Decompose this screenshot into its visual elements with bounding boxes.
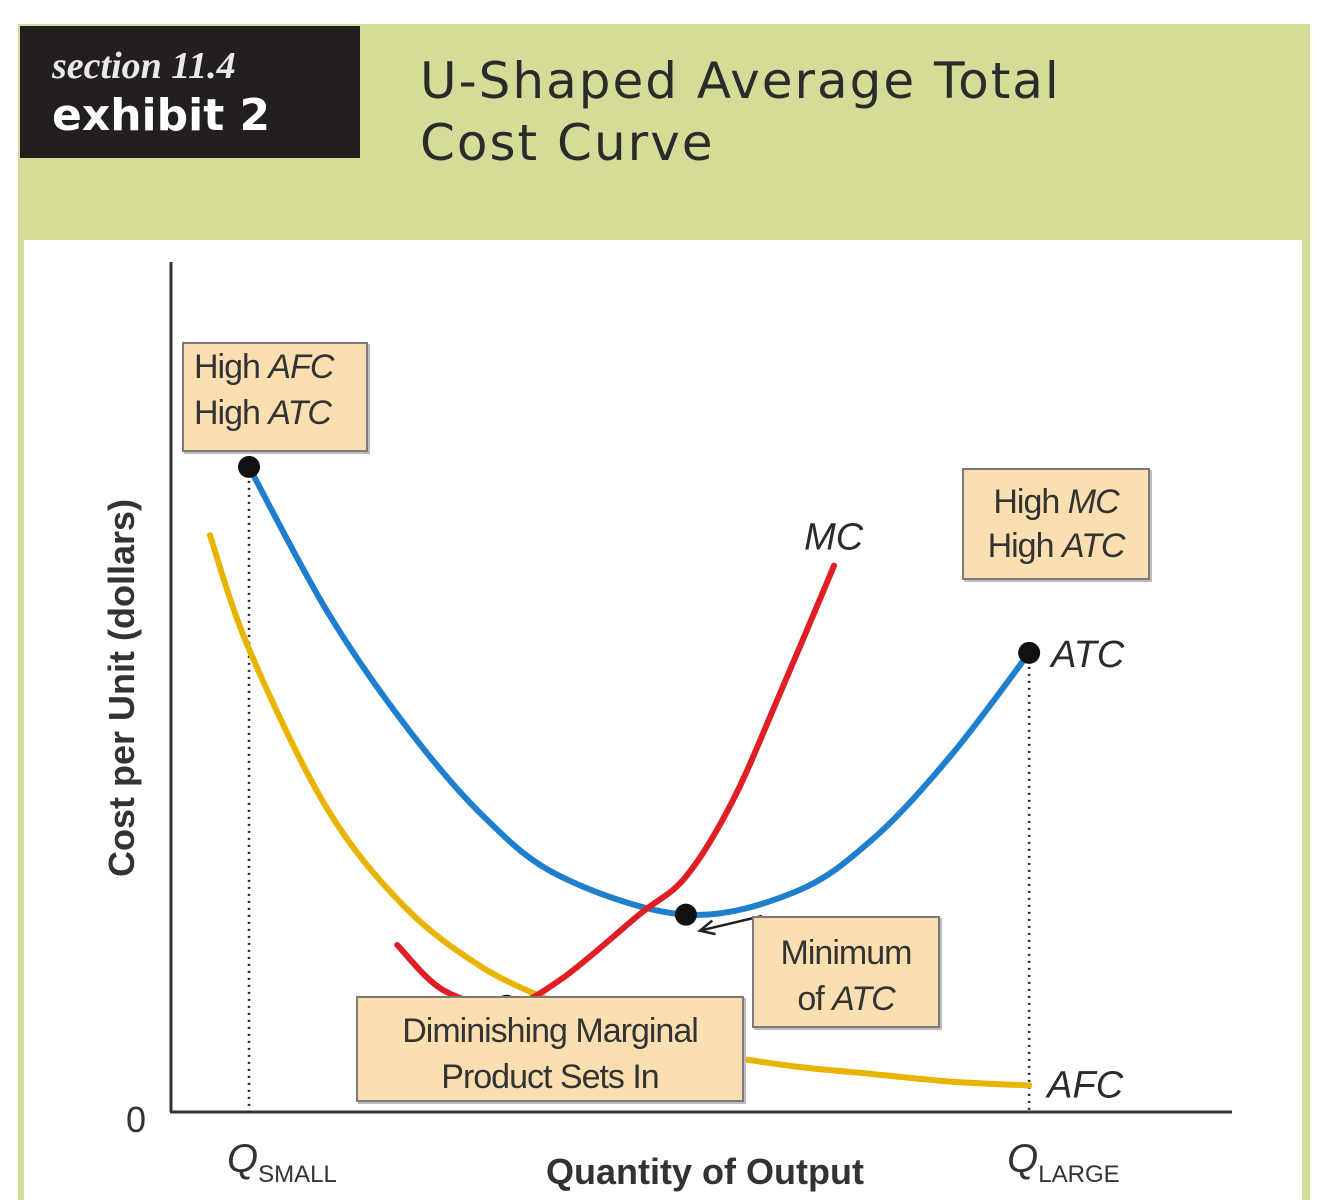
x-tick-label-large: QLARGE — [1007, 1137, 1120, 1188]
section-badge: section 11.4 exhibit 2 — [20, 26, 360, 158]
mc-label: MC — [804, 517, 864, 559]
minimum-of-atc-note: Minimum of ATC — [752, 916, 940, 1028]
x-tick-label-small: QSMALL — [227, 1137, 337, 1188]
note-term-mc: MC — [1067, 483, 1120, 521]
atc-label: ATC — [1049, 634, 1125, 676]
note-minimum: Minimum — [780, 934, 913, 972]
origin-label: 0 — [126, 1099, 146, 1140]
min-atc-arrow — [697, 914, 763, 936]
afc-label: AFC — [1045, 1064, 1124, 1106]
high-afc-point — [238, 455, 261, 478]
note-term-atc: ATC — [268, 394, 331, 432]
note-diminishing-line-1: Diminishing Marginal — [402, 1012, 699, 1050]
note-word: High — [194, 394, 261, 432]
note-term-afc: AFC — [268, 348, 334, 386]
note-term-atc: ATC — [1061, 527, 1125, 565]
high-afc-high-atc-note: High AFC High ATC — [182, 342, 368, 452]
atc-curve — [246, 463, 1033, 919]
note-diminishing-line-2: Product Sets In — [441, 1058, 659, 1096]
note-word: High — [993, 483, 1060, 521]
note-term-atc: ATC — [832, 980, 895, 1018]
note-word: High — [194, 348, 261, 386]
diminishing-marginal-product-note: Diminishing Marginal Product Sets In — [356, 996, 744, 1102]
high-mc-point — [1018, 641, 1041, 664]
chart-title-line-1: U-Shaped Average Total — [420, 52, 1061, 110]
note-word: High — [987, 527, 1055, 565]
exhibit-number: exhibit 2 — [52, 90, 271, 141]
chart-title-line-2: Cost Curve — [420, 114, 715, 172]
section-number: section 11.4 — [52, 45, 236, 87]
x-axis-label: Quantity of Output — [546, 1151, 864, 1192]
min-atc-point — [674, 903, 697, 926]
y-axis-label: Cost per Unit (dollars) — [101, 499, 142, 877]
high-mc-high-atc-note: High MC High ATC — [962, 468, 1150, 580]
note-of: of — [797, 980, 824, 1018]
